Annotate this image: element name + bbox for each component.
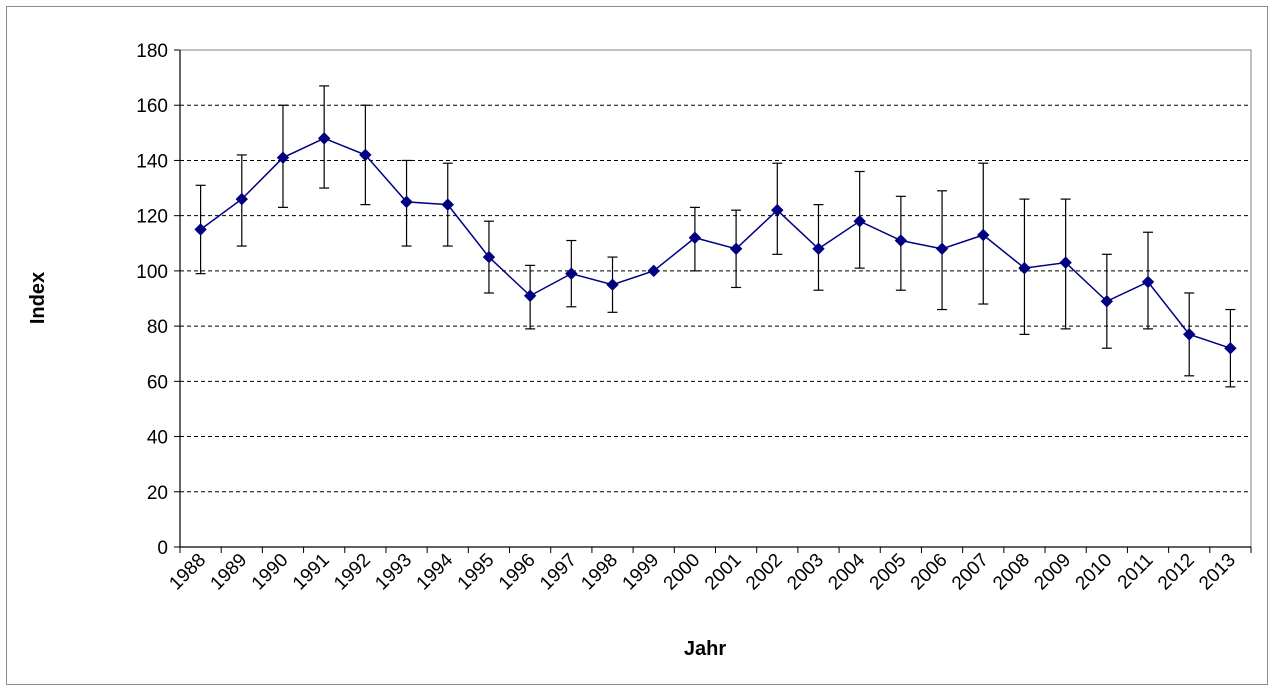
x-tick-label: 1991 [289, 550, 334, 595]
data-point [400, 195, 413, 209]
series-line [200, 137, 1231, 349]
x-tick-label: 2004 [824, 549, 869, 594]
x-tick-label: 2011 [1114, 550, 1158, 594]
data-point [359, 148, 372, 162]
data-point [1183, 328, 1196, 341]
data-point [276, 151, 290, 164]
data-point [812, 242, 825, 256]
x-axis-title: Jahr [684, 638, 726, 660]
data-point [441, 198, 454, 211]
data-point [1100, 295, 1114, 308]
data-point [894, 234, 908, 247]
data-point [977, 228, 990, 242]
chart-frame [6, 6, 1268, 685]
x-tick-label: 2013 [1195, 550, 1240, 595]
y-tick-labels: 0 20 40 60 80 100 120 140 160 180 [136, 41, 168, 559]
y-tick-label: 20 [147, 483, 168, 504]
data-point [853, 214, 866, 228]
data-point [647, 264, 660, 278]
y-axis-title: Index [27, 272, 49, 324]
data-point [688, 231, 702, 244]
data-point [194, 223, 207, 236]
x-tick-label: 1994 [413, 549, 458, 594]
x-tick-labels: 1988198919901991199219931994199519961997… [165, 549, 1240, 594]
x-tick-label: 2000 [660, 550, 705, 595]
data-point [523, 289, 537, 302]
x-tick-label: 1999 [619, 550, 664, 595]
x-tick-label: 2012 [1154, 550, 1199, 595]
y-tick-label: 180 [136, 41, 168, 62]
x-tick-label: 1997 [536, 550, 581, 595]
x-tick-label: 2007 [948, 550, 993, 595]
x-tick-label: 2002 [742, 550, 787, 595]
x-tick-label: 1990 [248, 550, 293, 595]
y-tick-label: 100 [136, 262, 168, 283]
x-tick-label: 1992 [330, 550, 375, 595]
x-tick-label: 2006 [907, 550, 952, 595]
data-point [1018, 261, 1031, 275]
x-tick-label: 2005 [866, 550, 911, 595]
x-tick-label: 1989 [207, 550, 252, 595]
data-point [606, 278, 619, 291]
y-tick-label: 140 [136, 151, 168, 172]
x-tick-label: 1993 [371, 550, 416, 595]
data-point [935, 242, 949, 256]
y-tick-label: 0 [157, 538, 168, 559]
y-tick-label: 40 [147, 428, 168, 449]
data-point [482, 250, 496, 264]
y-tick-label: 120 [136, 207, 168, 228]
data-point [1224, 341, 1237, 355]
plot-area [179, 49, 1252, 548]
data-point [1141, 275, 1155, 289]
x-tick-label: 1996 [495, 550, 540, 595]
data-point [565, 267, 578, 280]
x-tick-label: 2008 [989, 550, 1034, 595]
series [194, 132, 1237, 355]
x-tick-label: 2001 [701, 550, 746, 595]
data-point [235, 192, 248, 206]
x-tick-label: 2003 [783, 550, 828, 595]
y-tick-label: 60 [147, 372, 168, 393]
error-bars [195, 85, 1236, 388]
data-point [771, 203, 784, 217]
gridlines [180, 49, 1251, 493]
axes [174, 49, 1252, 553]
y-tick-label: 80 [147, 317, 168, 338]
x-tick-label: 1998 [577, 550, 622, 595]
x-tick-label: 1988 [165, 550, 210, 595]
data-point [1059, 256, 1072, 269]
data-point [317, 132, 331, 145]
y-tick-label: 160 [136, 96, 168, 117]
data-point [729, 242, 743, 256]
x-tick-label: 1995 [454, 550, 499, 595]
x-tick-label: 2010 [1072, 550, 1117, 595]
x-tick-label: 2009 [1030, 550, 1075, 595]
